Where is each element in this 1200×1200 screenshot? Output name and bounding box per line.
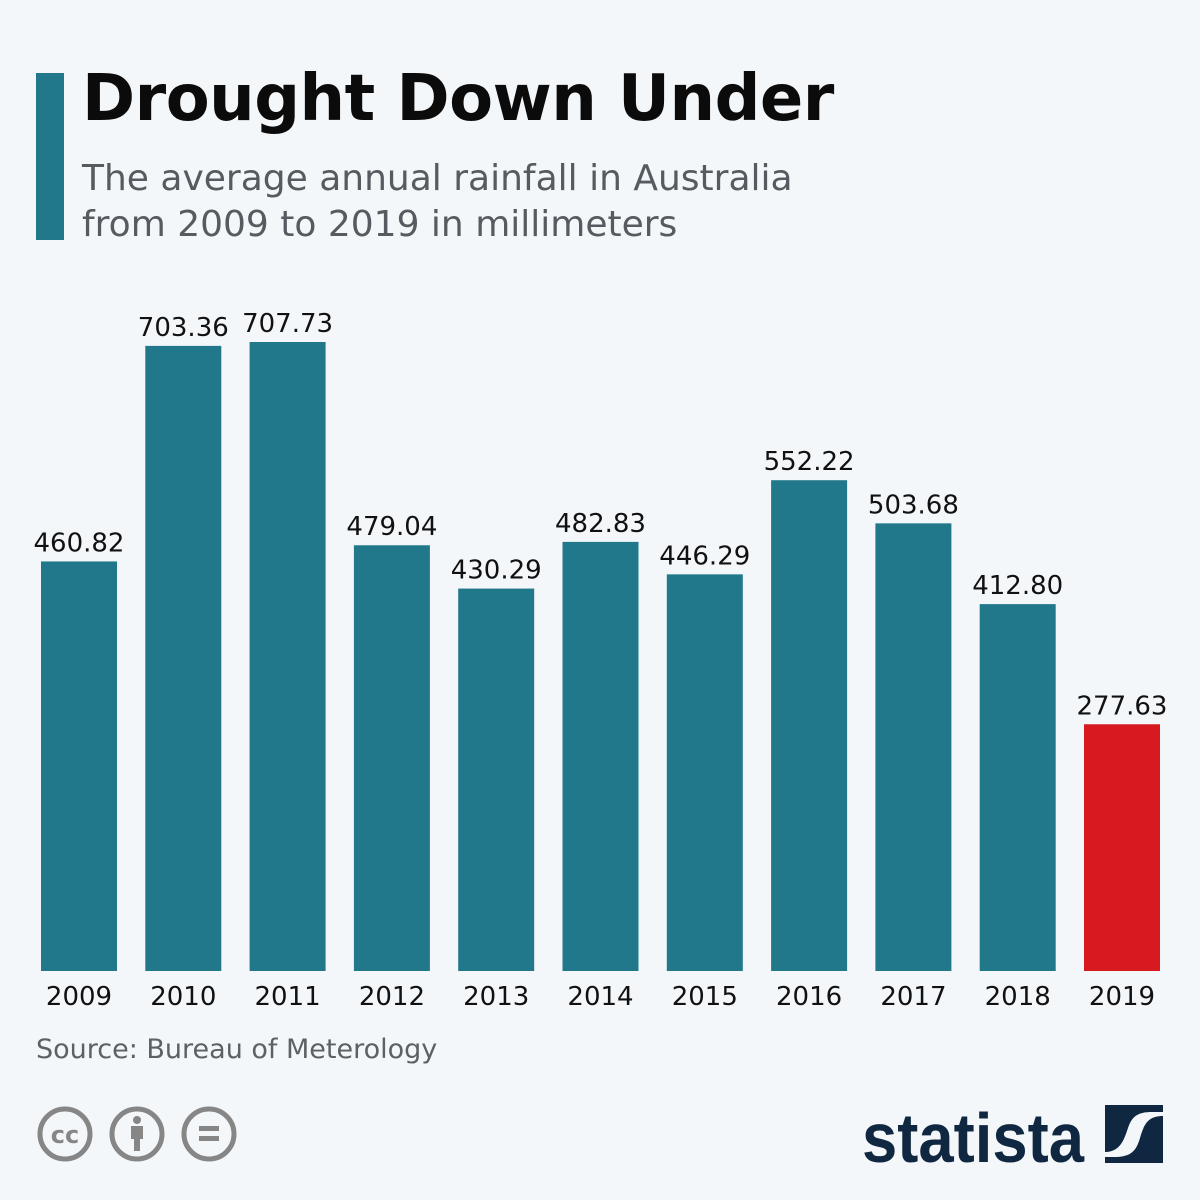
data-label-2016: 552.22 (764, 447, 855, 477)
bar-2013 (458, 588, 535, 971)
statista-logo[interactable]: statista (862, 1100, 1167, 1170)
bar-2018 (979, 604, 1056, 971)
data-label-2011: 707.73 (242, 309, 333, 339)
chart-subtitle: The average annual rainfall in Australia… (82, 158, 793, 245)
cc-icon[interactable]: cc (37, 1106, 93, 1162)
x-tick-label-2015: 2015 (672, 982, 738, 1012)
bar-2017 (875, 523, 952, 971)
bar-2010 (145, 345, 222, 971)
data-label-2017: 503.68 (868, 490, 959, 520)
bar-2015 (666, 574, 743, 971)
x-tick-label-2019: 2019 (1089, 982, 1155, 1012)
title-accent-bar (36, 73, 64, 240)
license-icons: cc (37, 1106, 237, 1162)
x-tick-label-2012: 2012 (359, 982, 425, 1012)
x-tick-label-2013: 2013 (463, 982, 529, 1012)
data-label-2019: 277.63 (1077, 691, 1168, 721)
data-label-2014: 482.83 (555, 509, 646, 539)
no-derivatives-icon[interactable] (181, 1106, 237, 1162)
bar-2009 (41, 561, 117, 971)
x-tick-label-2018: 2018 (985, 982, 1051, 1012)
bar-chart: 460.82 2009 703.36 2010 707.73 2011 479.04 2012… (34, 309, 1168, 1012)
data-label-2018: 412.80 (972, 571, 1063, 601)
bar-2016 (771, 480, 848, 971)
data-label-2010: 703.36 (138, 313, 229, 343)
data-label-2013: 430.29 (451, 556, 542, 586)
data-label-2015: 446.29 (659, 541, 750, 571)
x-tick-label-2014: 2014 (567, 982, 633, 1012)
data-label-2009: 460.82 (34, 528, 125, 558)
svg-text:cc: cc (51, 1121, 79, 1149)
data-label-2012: 479.04 (346, 512, 437, 542)
source-note: Source: Bureau of Meterology (36, 1034, 438, 1065)
attribution-icon[interactable] (109, 1106, 165, 1162)
statista-mark-icon (1105, 1105, 1163, 1163)
statista-wordmark: statista (862, 1100, 1085, 1170)
bar-2012 (353, 545, 430, 971)
chart-title: Drought Down Under (82, 62, 834, 136)
x-tick-label-2011: 2011 (255, 982, 321, 1012)
x-tick-label-2016: 2016 (776, 982, 842, 1012)
bar-2019 (1084, 724, 1160, 971)
bar-2014 (562, 541, 639, 971)
bar-2011 (249, 342, 326, 971)
x-tick-label-2009: 2009 (46, 982, 112, 1012)
x-tick-label-2010: 2010 (150, 982, 216, 1012)
x-tick-label-2017: 2017 (880, 982, 946, 1012)
